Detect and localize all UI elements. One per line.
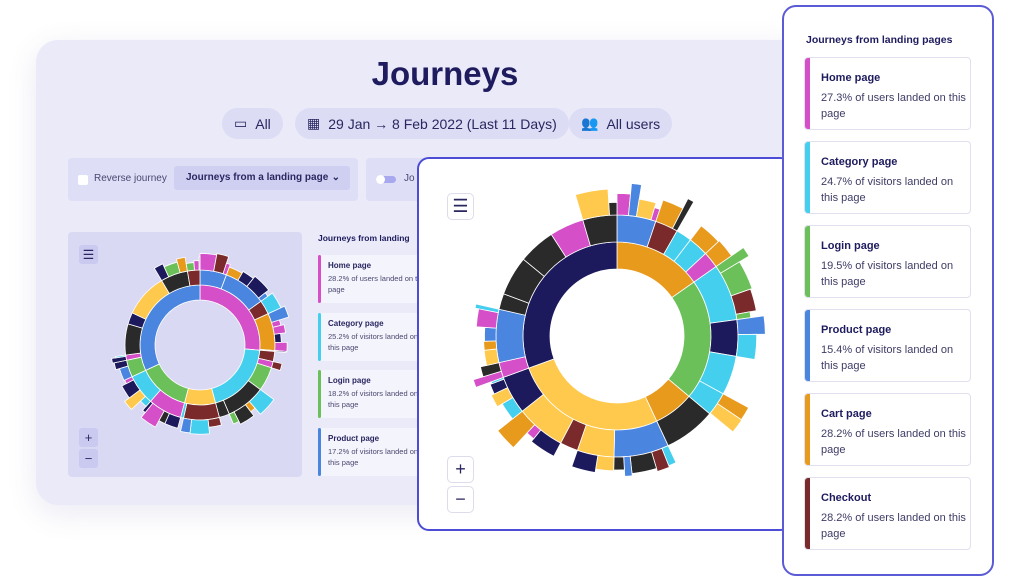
card-title: Login page [821, 240, 880, 252]
user-filter-label: All users [606, 115, 661, 132]
devices-icon: ▭ [234, 115, 248, 131]
sunburst-segment[interactable] [274, 341, 288, 352]
color-stripe [805, 394, 810, 465]
landing-page-card[interactable]: Product page 15.4% of visitors landed on … [804, 309, 971, 382]
sunburst-segment[interactable] [574, 188, 610, 221]
right-list-title: Journeys from landing pages [806, 34, 953, 46]
sunburst-segment[interactable] [193, 260, 200, 271]
landing-page-card[interactable]: Cart page 28.2% of users landed on this p… [804, 393, 971, 466]
sunburst-segment[interactable] [608, 201, 618, 216]
color-stripe [318, 427, 321, 476]
landing-page-card[interactable]: Home page 27.3% of users landed on this p… [804, 57, 971, 130]
card-title: Home page [328, 261, 372, 270]
card-description: 27.3% of users landed on this page [821, 92, 966, 120]
card-description: 19.5% of visitors landed on this page [821, 260, 954, 288]
sunburst-segment[interactable] [495, 308, 526, 364]
sunburst-segment[interactable] [735, 333, 758, 360]
list-icon[interactable]: ☰ [79, 245, 98, 264]
list-icon[interactable]: ☰ [447, 193, 474, 220]
toggle-switch[interactable] [376, 175, 396, 184]
sunburst-segment[interactable] [273, 333, 282, 344]
card-description: 24.7% of visitors landed on this page [821, 176, 954, 204]
sunburst-segment[interactable] [183, 387, 217, 406]
landing-page-card[interactable]: Category page 25.2% of visitors landed on… [318, 312, 428, 361]
color-stripe [805, 310, 810, 381]
sunburst-segment[interactable] [484, 326, 497, 342]
reverse-journey-checkbox[interactable] [78, 175, 88, 185]
landing-page-card[interactable]: Login page 19.5% of visitors landed on th… [804, 225, 971, 298]
date-range-label: 29 Jan → 8 Feb 2022 (Last 11 Days) [328, 115, 557, 132]
calendar-icon: ▦ [307, 115, 321, 131]
sunburst-segment[interactable] [198, 256, 201, 271]
sunburst-chart-small[interactable] [100, 245, 300, 445]
color-stripe [805, 58, 810, 129]
card-description: 17.2% of visitors landed on this page [328, 446, 419, 467]
card-description: 28.2% of users landed on this page [821, 428, 966, 456]
zoom-out-button[interactable]: − [79, 449, 98, 468]
card-title: Login page [328, 376, 371, 385]
sunburst-segment[interactable] [595, 455, 615, 472]
sunburst-segment[interactable] [124, 323, 143, 356]
sunburst-segment[interactable] [709, 319, 739, 357]
sunburst-segment[interactable] [709, 402, 743, 433]
landing-page-card[interactable]: Product page 17.2% of visitors landed on … [318, 427, 428, 476]
sunburst-segment[interactable] [189, 419, 210, 435]
card-title: Checkout [821, 492, 872, 504]
landing-pages-panel: Journeys from landing pages Home page 27.… [782, 5, 994, 576]
sunburst-segment[interactable] [483, 340, 498, 351]
landing-page-card[interactable]: Category page 24.7% of visitors landed on… [804, 141, 971, 214]
users-icon: 👥 [581, 115, 599, 131]
sunburst-segment[interactable] [736, 315, 766, 335]
landing-page-card[interactable]: Home page 28.2% of users landed on this p… [318, 255, 428, 303]
page-title: Journeys [371, 55, 519, 92]
sunburst-segment[interactable] [180, 417, 192, 434]
card-description: 15.4% of visitors landed on this page [821, 344, 954, 372]
reverse-journey-label: Reverse journey [94, 173, 167, 184]
card-title: Home page [821, 72, 881, 84]
journey-type-value: Journeys from a landing page [186, 172, 329, 183]
device-filter-button[interactable]: ▭ All [222, 108, 283, 139]
sunburst-segment[interactable] [186, 269, 201, 287]
toggle-label: Jo [404, 173, 415, 184]
card-title: Category page [328, 318, 384, 328]
device-filter-label: All [255, 115, 271, 132]
color-stripe [318, 312, 321, 361]
card-title: Category page [821, 156, 898, 168]
sunburst-segment[interactable] [270, 361, 283, 372]
landing-page-card[interactable]: Checkout 28.2% of users landed on this pa… [804, 477, 971, 550]
color-stripe [805, 142, 810, 213]
color-stripe [318, 255, 321, 303]
sunburst-segment[interactable] [613, 456, 625, 471]
card-description: 28.2% of users landed on this page [328, 274, 427, 294]
date-range-button[interactable]: ▦ 29 Jan → 8 Feb 2022 (Last 11 Days) [295, 108, 569, 139]
zoom-out-button[interactable]: − [447, 486, 474, 513]
zoom-in-button[interactable]: + [79, 428, 98, 447]
card-title: Product page [821, 324, 892, 336]
sunburst-segment[interactable] [483, 348, 500, 366]
user-filter-button[interactable]: 👥 All users [569, 108, 673, 139]
sunburst-segment[interactable] [207, 416, 222, 428]
zoom-in-button[interactable]: + [447, 456, 474, 483]
card-description: 18.2% of visitors landed on this page [328, 389, 419, 409]
sunburst-segment[interactable] [183, 402, 220, 421]
sunburst-segment[interactable] [185, 262, 195, 272]
card-title: Cart page [821, 408, 872, 420]
color-stripe [805, 478, 810, 549]
color-stripe [805, 226, 810, 297]
journey-type-select[interactable]: Journeys from a landing page ⌄ [174, 166, 350, 190]
card-description: 28.2% of users landed on this page [821, 512, 966, 540]
color-stripe [318, 370, 321, 418]
landing-page-card[interactable]: Login page 18.2% of visitors landed on th… [318, 370, 428, 418]
card-title: Product page [328, 433, 380, 443]
card-description: 25.2% of visitors landed on this page [328, 331, 419, 352]
sunburst-chart[interactable] [457, 176, 777, 496]
toggle-bar: Jo [366, 158, 426, 201]
left-list-title: Journeys from landing [318, 233, 410, 243]
chevron-down-icon: ⌄ [331, 172, 340, 183]
journey-controls: Reverse journey Journeys from a landing … [68, 158, 358, 201]
